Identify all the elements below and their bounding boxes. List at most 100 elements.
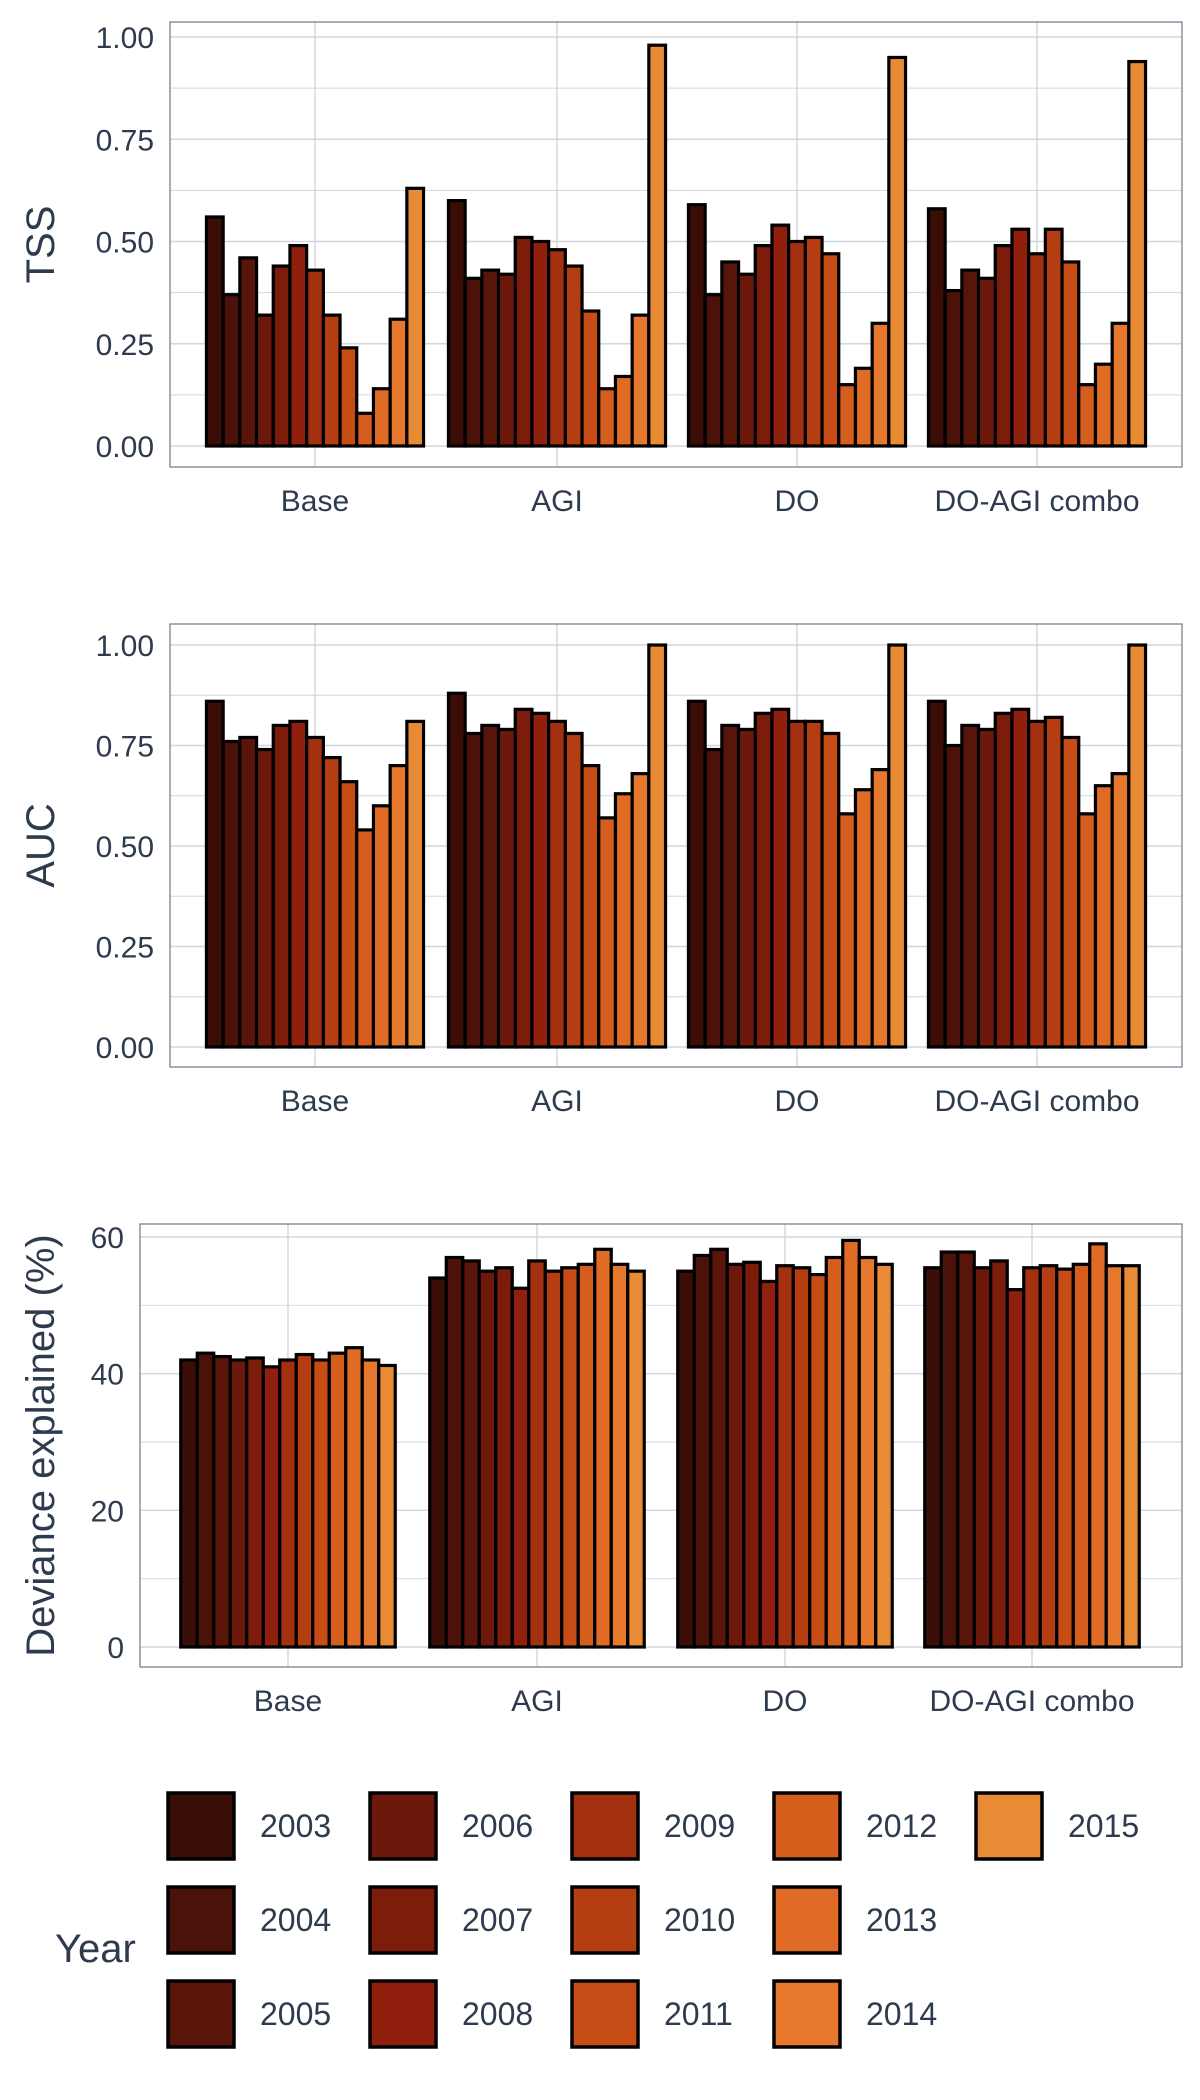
bar-do-agi-combo-2012 bbox=[1071, 1262, 1092, 1649]
bar-agi-2008 bbox=[510, 1286, 531, 1649]
bar-agi-2015 bbox=[647, 643, 668, 1049]
legend-swatch-2015 bbox=[974, 1791, 1044, 1861]
legend-swatch-2013 bbox=[772, 1885, 842, 1955]
legend-swatch-2003 bbox=[166, 1791, 236, 1861]
bar-base-2015 bbox=[377, 1363, 397, 1649]
bar-agi-2009 bbox=[527, 1259, 547, 1649]
panel-frame bbox=[169, 21, 1183, 468]
x-tick-label: DO-AGI combo bbox=[934, 1085, 1139, 1118]
bar-do-2007 bbox=[753, 711, 774, 1049]
y-tick-label: 20 bbox=[91, 1495, 124, 1528]
bar-base-2015 bbox=[405, 719, 426, 1049]
bar-base-2008 bbox=[288, 243, 309, 448]
bar-do-agi-combo-2003 bbox=[926, 699, 947, 1049]
bar-agi-2006 bbox=[477, 1269, 498, 1649]
legend: Year 2003 2004 2005 2006 2007 2008 2009 2010 2011… bbox=[55, 1791, 1139, 2049]
bar-do-agi-combo-2015 bbox=[1127, 59, 1148, 448]
x-tick-label: DO-AGI combo bbox=[934, 485, 1139, 518]
bar-base-2014 bbox=[388, 763, 409, 1049]
bar-do-2015 bbox=[887, 643, 908, 1049]
bar-agi-2009 bbox=[547, 719, 567, 1049]
bar-base-2009 bbox=[305, 735, 325, 1049]
bar-do-2003 bbox=[686, 699, 707, 1049]
bar-do-agi-combo-2015 bbox=[1121, 1264, 1141, 1649]
bar-do-agi-combo-2014 bbox=[1110, 321, 1131, 448]
bar-do-agi-combo-2011 bbox=[1060, 735, 1081, 1049]
bar-base-2004 bbox=[195, 1351, 216, 1649]
bar-base-2008 bbox=[261, 1365, 282, 1649]
bar-do-agi-combo-2010 bbox=[1043, 715, 1064, 1049]
bar-do-2008 bbox=[770, 223, 791, 448]
bar-agi-2010 bbox=[543, 1269, 564, 1649]
bar-do-2012 bbox=[824, 1255, 845, 1649]
bar-base-2011 bbox=[338, 346, 359, 448]
bar-do-agi-combo-2010 bbox=[1043, 227, 1064, 448]
bar-do-agi-combo-2009 bbox=[1022, 1266, 1042, 1649]
bar-do-2004 bbox=[692, 1253, 713, 1649]
bar-do-agi-combo-2005 bbox=[956, 1250, 976, 1649]
bar-do-agi-combo-2009 bbox=[1027, 252, 1047, 448]
bar-agi-2009 bbox=[547, 248, 567, 448]
panel-2: 0.00 0.25 0.50 0.75 1.00 Base AGI DO DO-AGI comb… bbox=[19, 623, 1183, 1118]
bar-do-2003 bbox=[686, 203, 707, 448]
legend-swatch-2006 bbox=[368, 1791, 438, 1861]
legend-label-2008: 2008 bbox=[462, 1996, 533, 2032]
bar-agi-2007 bbox=[513, 707, 534, 1049]
panel-3: 0 20 40 60 Base AGI DO DO-AGI combo Deviance exp… bbox=[19, 1222, 1183, 1718]
bar-base-2012 bbox=[327, 1351, 348, 1649]
bar-base-2011 bbox=[338, 780, 359, 1049]
legend-swatch-2009 bbox=[570, 1791, 640, 1861]
bar-do-2012 bbox=[837, 812, 858, 1049]
legend-swatch-2007 bbox=[368, 1885, 438, 1955]
legend-label-2003: 2003 bbox=[260, 1808, 331, 1844]
y-tick-label: 0.75 bbox=[96, 124, 154, 157]
bar-agi-2010 bbox=[563, 264, 584, 448]
bar-base-2006 bbox=[254, 747, 275, 1049]
bar-base-2013 bbox=[344, 1346, 364, 1649]
bar-agi-2013 bbox=[613, 374, 634, 448]
bar-do-agi-combo-2008 bbox=[1010, 227, 1031, 448]
y-tick-label: 0.00 bbox=[96, 1032, 154, 1065]
bar-base-2005 bbox=[212, 1354, 232, 1649]
bar-do-2014 bbox=[870, 321, 891, 448]
bar-do-agi-combo-2013 bbox=[1088, 1242, 1108, 1649]
y-tick-label: 0.25 bbox=[96, 932, 154, 965]
bar-do-agi-combo-2004 bbox=[943, 743, 964, 1049]
legend-swatch-2011 bbox=[570, 1979, 640, 2049]
legend-label-2012: 2012 bbox=[866, 1808, 937, 1844]
legend-swatch-2014 bbox=[772, 1979, 842, 2049]
bar-agi-2003 bbox=[446, 199, 467, 448]
bar-do-2009 bbox=[787, 719, 807, 1049]
bar-do-agi-combo-2005 bbox=[960, 723, 981, 1049]
bar-do-2006 bbox=[736, 727, 757, 1049]
y-tick-label: 40 bbox=[91, 1359, 124, 1392]
bar-base-2013 bbox=[371, 387, 392, 448]
bar-do-2005 bbox=[720, 723, 741, 1049]
bar-agi-2005 bbox=[480, 268, 501, 448]
bar-do-2014 bbox=[857, 1255, 878, 1649]
x-tick-label: AGI bbox=[511, 1685, 563, 1718]
bar-agi-2007 bbox=[513, 235, 534, 448]
bar-do-agi-combo-2014 bbox=[1110, 772, 1131, 1049]
legend-label-2004: 2004 bbox=[260, 1902, 331, 1938]
legend-swatch-2004 bbox=[166, 1885, 236, 1955]
bar-do-agi-combo-2013 bbox=[1093, 784, 1114, 1049]
bar-agi-2005 bbox=[461, 1259, 481, 1649]
bar-base-2004 bbox=[221, 739, 242, 1049]
bar-agi-2012 bbox=[597, 387, 618, 448]
bar-do-2010 bbox=[803, 235, 824, 448]
legend-label-2010: 2010 bbox=[664, 1902, 735, 1938]
bar-do-agi-combo-2011 bbox=[1060, 260, 1081, 448]
bar-do-agi-combo-2006 bbox=[972, 1266, 993, 1649]
bar-do-agi-combo-2005 bbox=[960, 268, 981, 448]
legend-swatch-2012 bbox=[772, 1791, 842, 1861]
bar-do-agi-combo-2009 bbox=[1027, 719, 1047, 1049]
bar-do-2004 bbox=[703, 293, 724, 448]
bar-agi-2011 bbox=[580, 763, 601, 1049]
bar-do-agi-combo-2010 bbox=[1038, 1264, 1059, 1649]
bar-do-2008 bbox=[770, 707, 791, 1049]
bar-do-agi-combo-2006 bbox=[976, 276, 997, 448]
bar-agi-2008 bbox=[530, 239, 551, 448]
y-tick-label: 0.50 bbox=[96, 831, 154, 864]
bar-base-2003 bbox=[204, 699, 225, 1049]
